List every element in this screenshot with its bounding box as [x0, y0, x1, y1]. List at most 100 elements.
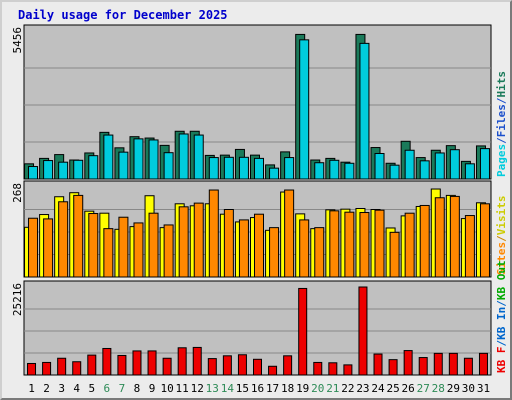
- legend-entry: KB F: [495, 347, 508, 374]
- bar-files-14: [223, 156, 234, 180]
- x-tick-label-27: 27: [417, 382, 430, 395]
- x-tick-label-24: 24: [371, 382, 385, 395]
- bar-files-2: [43, 160, 54, 180]
- legend-entry: KB In: [495, 307, 508, 340]
- bar-files-29: [449, 149, 460, 180]
- x-tick-label-25: 25: [386, 382, 399, 395]
- bar-kbf-15: [237, 354, 247, 376]
- bar-sites-26: [404, 212, 415, 278]
- bar-files-19: [299, 39, 310, 180]
- bar-kbf-22: [343, 364, 353, 376]
- x-tick-label-28: 28: [432, 382, 445, 395]
- x-tick-label-17: 17: [266, 382, 279, 395]
- x-tick-label-13: 13: [206, 382, 219, 395]
- bar-sites-11: [178, 206, 189, 278]
- bar-kbf-29: [448, 352, 458, 376]
- legend-entry: Visits: [495, 196, 508, 236]
- bar-files-26: [404, 149, 415, 180]
- bar-sites-19: [299, 219, 310, 278]
- bar-kbf-9: [147, 350, 157, 376]
- bar-kbf-16: [253, 358, 262, 376]
- bar-sites-29: [449, 195, 460, 278]
- bar-kbf-12: [192, 346, 202, 376]
- bar-kbf-30: [463, 357, 473, 376]
- bar-kbf-4: [72, 361, 82, 376]
- x-tick-label-10: 10: [160, 382, 173, 395]
- bar-kbf-6: [102, 347, 112, 376]
- bar-sites-8: [133, 222, 144, 278]
- bar-files-17: [269, 167, 280, 180]
- x-tick-label-15: 15: [236, 382, 249, 395]
- x-tick-label-19: 19: [296, 382, 309, 395]
- x-tick-label-4: 4: [73, 382, 80, 395]
- bar-sites-25: [389, 231, 400, 278]
- legend-entry: /: [495, 97, 508, 104]
- x-tick-label-7: 7: [119, 382, 126, 395]
- bar-kbf-25: [388, 359, 398, 376]
- bar-sites-22: [344, 211, 355, 278]
- bar-files-22: [344, 162, 355, 180]
- bar-kbf-24: [373, 353, 383, 376]
- bar-sites-20: [314, 227, 325, 278]
- legend-entry: /: [495, 235, 508, 242]
- x-tick-label-18: 18: [281, 382, 294, 395]
- bar-files-28: [434, 152, 445, 180]
- bar-sites-30: [464, 215, 475, 278]
- x-tick-label-23: 23: [356, 382, 369, 395]
- bar-sites-18: [284, 189, 295, 278]
- y-max-label: 5456: [11, 27, 24, 54]
- bar-sites-16: [254, 213, 264, 278]
- bar-kbf-17: [268, 365, 278, 376]
- legend-entry: Pages: [495, 144, 508, 177]
- legend-entry: /: [495, 137, 508, 144]
- bar-files-25: [389, 164, 400, 180]
- x-tick-label-3: 3: [58, 382, 65, 395]
- bar-sites-27: [419, 204, 430, 278]
- legend-entry: /: [495, 340, 508, 347]
- bar-kbf-28: [433, 352, 443, 376]
- bar-files-7: [118, 151, 129, 180]
- bar-sites-10: [163, 224, 174, 278]
- x-tick-label-12: 12: [191, 382, 204, 395]
- bar-kbf-5: [87, 354, 97, 376]
- bar-files-5: [88, 155, 99, 180]
- legend-entry: /: [495, 300, 508, 307]
- bar-sites-6: [103, 228, 114, 278]
- bar-files-31: [479, 148, 490, 180]
- bar-files-12: [193, 134, 204, 180]
- bar-sites-23: [359, 212, 370, 278]
- bar-files-21: [329, 159, 340, 180]
- x-tick-label-16: 16: [251, 382, 264, 395]
- x-tick-label-11: 11: [176, 382, 189, 395]
- bar-files-30: [464, 163, 475, 180]
- bar-files-8: [133, 138, 144, 180]
- x-tick-label-5: 5: [88, 382, 95, 395]
- legend-entry: Sites: [495, 242, 508, 275]
- bar-kbf-7: [117, 354, 127, 376]
- x-tick-label-8: 8: [134, 382, 141, 395]
- bar-sites-24: [374, 209, 385, 278]
- bar-kbf-10: [162, 357, 172, 376]
- x-tick-label-21: 21: [326, 382, 339, 395]
- bar-sites-28: [434, 197, 445, 278]
- bar-sites-7: [118, 216, 129, 278]
- bar-files-11: [178, 133, 189, 180]
- bar-sites-21: [329, 210, 340, 278]
- bar-sites-9: [148, 212, 159, 278]
- bar-sites-17: [269, 227, 280, 278]
- x-tick-label-2: 2: [43, 382, 50, 395]
- x-tick-label-6: 6: [104, 382, 111, 395]
- bar-files-23: [359, 42, 370, 180]
- bar-files-3: [58, 161, 69, 180]
- bar-kbf-8: [132, 350, 142, 376]
- bar-kbf-31: [478, 352, 488, 376]
- x-tick-label-29: 29: [447, 382, 460, 395]
- bar-files-20: [314, 162, 325, 180]
- x-tick-label-1: 1: [28, 382, 35, 395]
- bar-kbf-26: [403, 350, 413, 376]
- bar-sites-12: [193, 202, 204, 278]
- bar-kbf-3: [57, 357, 67, 376]
- legend-entry: KB Out: [495, 260, 508, 300]
- bar-files-13: [208, 157, 219, 180]
